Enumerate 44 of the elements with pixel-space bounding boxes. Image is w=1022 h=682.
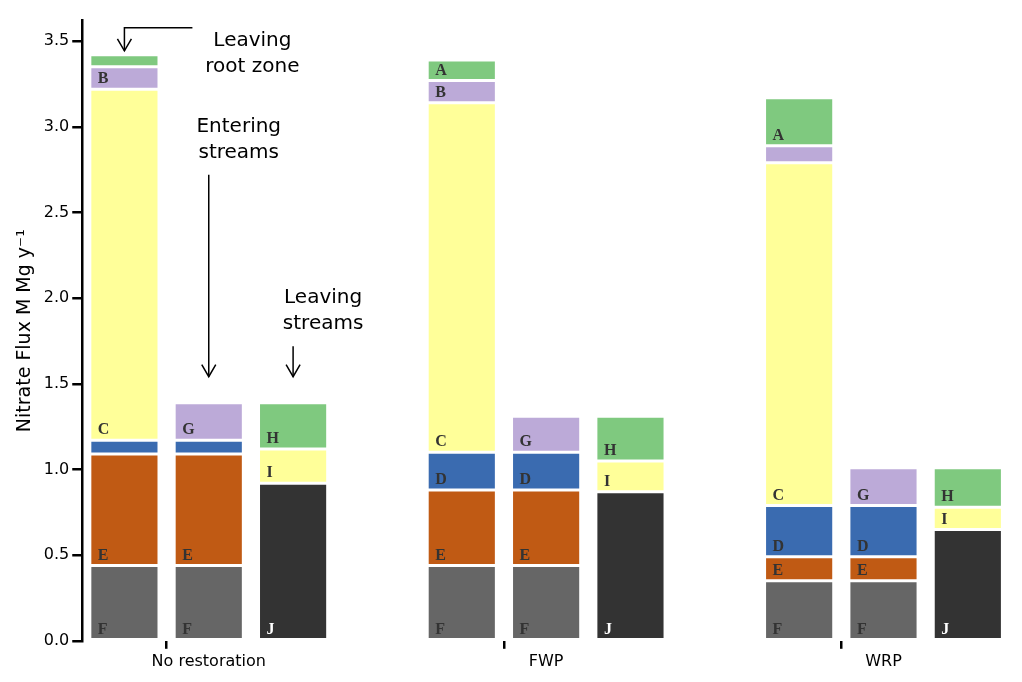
data-label: E — [772, 560, 784, 578]
data-label: D — [856, 536, 869, 554]
data-label: D — [519, 470, 532, 488]
data-label: B — [435, 82, 447, 100]
data-label: C — [435, 432, 447, 450]
data-label: E — [182, 545, 193, 563]
data-label: C — [97, 420, 110, 438]
data-label: H — [266, 429, 280, 447]
y-tick-label: 1.0 — [43, 458, 70, 478]
data-label: H — [603, 441, 617, 459]
y-tick-label: 3.0 — [43, 115, 70, 135]
data-label: J — [941, 619, 950, 637]
data-label: J — [603, 619, 612, 637]
data-label: A — [772, 125, 785, 143]
data-label: A — [435, 60, 448, 78]
data-label: B — [97, 69, 109, 87]
data-label: E — [97, 545, 109, 563]
y-tick-label: 0.0 — [43, 629, 70, 649]
data-label: I — [266, 463, 273, 481]
data-label: D — [772, 536, 785, 554]
annotation: Leaving root zone — [205, 27, 300, 78]
data-label: E — [519, 545, 531, 563]
data-label: G — [182, 420, 196, 438]
x-tick-label: WRP — [865, 650, 903, 670]
y-tick-label: 3.5 — [43, 30, 70, 50]
y-tick-label: 0.5 — [43, 544, 70, 564]
data-label: I — [603, 471, 611, 489]
x-tick-label: No restoration — [151, 650, 266, 670]
annotation: Leaving streams — [282, 284, 364, 335]
y-tick-label: 2.0 — [43, 287, 70, 307]
data-label: E — [435, 545, 446, 563]
y-axis-title: Nitrate Flux M Mg y⁻¹ — [12, 229, 35, 433]
data-label: H — [941, 487, 955, 505]
data-label: G — [856, 485, 870, 503]
y-tick-label: 2.5 — [43, 201, 70, 221]
y-tick-label: 1.5 — [43, 372, 70, 392]
data-label: G — [519, 432, 533, 450]
data-label: I — [941, 509, 948, 527]
data-label: C — [772, 485, 785, 503]
data-label: D — [435, 470, 447, 488]
annotation: Entering streams — [196, 113, 282, 164]
data-label: J — [266, 619, 275, 637]
x-tick-label: FWP — [528, 650, 564, 670]
data-label: E — [856, 560, 868, 578]
